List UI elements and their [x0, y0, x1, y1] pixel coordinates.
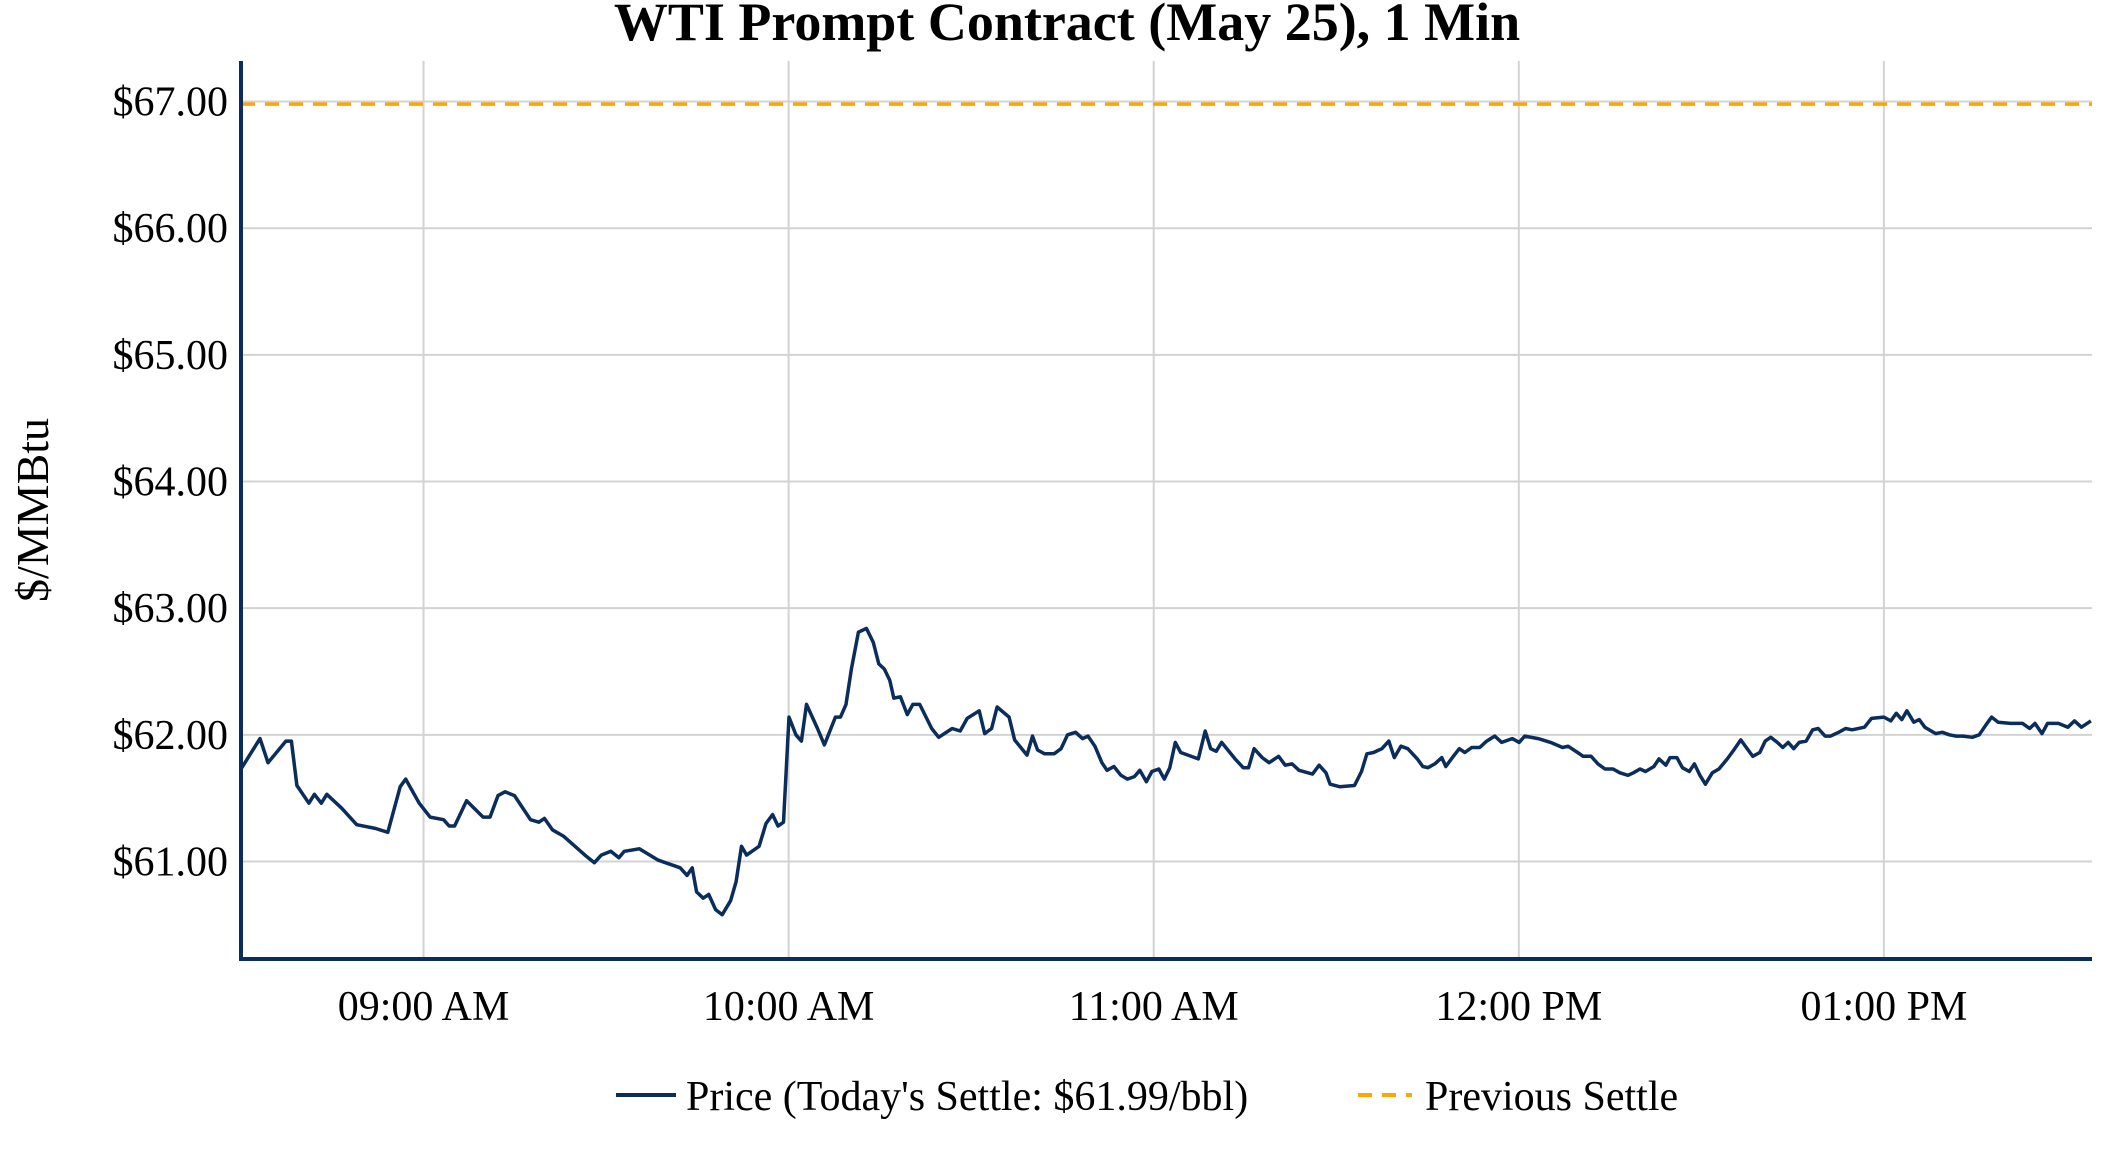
y-tick-label: $61.00: [113, 839, 229, 885]
legend-label-previous-settle: Previous Settle: [1425, 1074, 1678, 1120]
legend-item-previous-settle[interactable]: Previous Settle: [1358, 1074, 1678, 1120]
legend: Price (Today's Settle: $61.99/bbl) Previ…: [616, 1074, 1678, 1120]
chart-title: WTI Prompt Contract (May 25), 1 Min: [614, 0, 1520, 52]
x-tick-label: 12:00 PM: [1435, 984, 1602, 1030]
x-tick-label: 11:00 AM: [1069, 984, 1239, 1030]
price-series-line: [239, 626, 2092, 917]
x-tick-labels: 09:00 AM 10:00 AM 11:00 AM 12:00 PM 01:00 PM: [338, 984, 1968, 1030]
y-tick-label: $63.00: [113, 586, 229, 632]
y-tick-label: $64.00: [113, 460, 229, 506]
legend-item-price[interactable]: Price (Today's Settle: $61.99/bbl): [616, 1074, 1248, 1120]
x-tick-label: 01:00 PM: [1800, 984, 1967, 1030]
y-tick-label: $65.00: [113, 333, 229, 379]
x-tick-label: 10:00 AM: [703, 984, 875, 1030]
gridlines: [241, 61, 2092, 959]
y-tick-label: $67.00: [113, 80, 229, 126]
y-tick-label: $66.00: [113, 206, 229, 252]
x-tick-label: 09:00 AM: [338, 984, 510, 1030]
y-tick-label: $62.00: [113, 713, 229, 759]
y-tick-labels: $61.00 $62.00 $63.00 $64.00 $65.00 $66.00 $67.…: [113, 80, 229, 886]
y-axis-label: $/MMBtu: [7, 418, 58, 602]
legend-label-price: Price (Today's Settle: $61.99/bbl): [686, 1074, 1248, 1120]
